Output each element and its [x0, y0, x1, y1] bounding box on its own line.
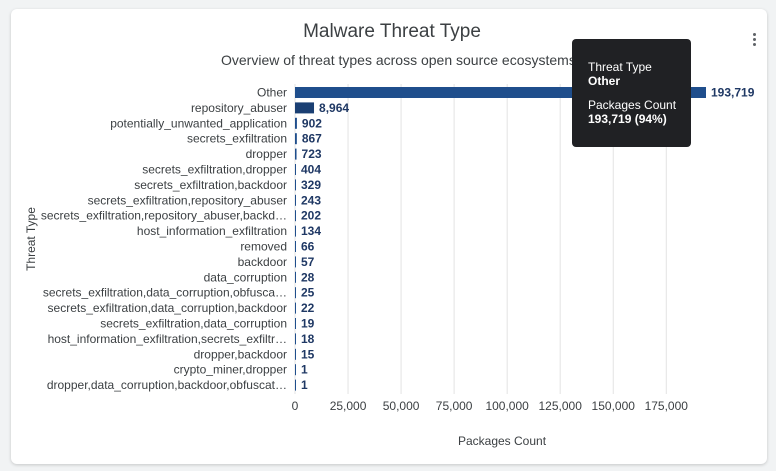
bar [295, 194, 296, 206]
bar [295, 241, 296, 252]
data-label: 202 [301, 209, 321, 223]
bar [295, 271, 296, 283]
y-tick-label: removed [240, 240, 287, 254]
x-tick-label: 125,000 [539, 399, 583, 413]
data-label: 867 [302, 132, 322, 146]
y-tick-label: secrets_exfiltration,repository_abuser,b… [41, 209, 287, 223]
bar [295, 117, 297, 129]
y-tick-label: host_information_exfiltration [137, 224, 287, 238]
y-tick-label: dropper,data_corruption,backdoor,obfusca… [47, 378, 287, 392]
bar [295, 287, 296, 299]
bar [295, 379, 296, 391]
more-vert-icon[interactable] [750, 31, 760, 49]
bar [295, 179, 296, 191]
data-label: 723 [302, 147, 322, 161]
y-tick-label: secrets_exfiltration,dropper [142, 163, 287, 177]
data-label: 15 [301, 347, 315, 361]
data-label: 329 [301, 178, 321, 192]
bar [295, 164, 296, 175]
tooltip-value-packages-count: 193,719 (94%) [588, 112, 667, 126]
data-label: 18 [301, 332, 315, 346]
data-label: 25 [301, 286, 315, 300]
bar [295, 87, 706, 98]
data-label: 134 [301, 224, 321, 238]
y-tick-label: host_information_exfiltration,secrets_ex… [48, 332, 287, 346]
y-tick-label: secrets_exfiltration,repository_abuser [88, 193, 287, 207]
y-tick-label: dropper,backdoor [194, 347, 287, 361]
y-tick-label: backdoor [238, 255, 287, 269]
y-axis-title: Threat Type [24, 207, 38, 271]
data-label: 1 [301, 363, 308, 377]
y-tick-label: secrets_exfiltration,data_corruption,bac… [48, 301, 287, 315]
data-label: 243 [301, 193, 321, 207]
data-label: 193,719 [711, 86, 755, 100]
y-tick-label: data_corruption [204, 270, 287, 284]
data-label: 66 [301, 240, 315, 254]
data-label: 22 [301, 301, 315, 315]
x-tick-label: 25,000 [330, 399, 367, 413]
bar [295, 225, 296, 237]
data-label: 28 [301, 270, 315, 284]
y-tick-label: crypto_miner,dropper [174, 363, 287, 377]
bar [295, 302, 296, 314]
x-tick-label: 0 [292, 399, 299, 413]
y-tick-label: secrets_exfiltration [187, 132, 287, 146]
x-tick-label: 175,000 [645, 399, 689, 413]
y-tick-label: secrets_exfiltration,data_corruption,obf… [43, 286, 287, 300]
bar [295, 210, 296, 222]
x-tick-label: 50,000 [383, 399, 420, 413]
x-tick-label: 75,000 [436, 399, 473, 413]
y-tick-label: potentially_unwanted_application [110, 116, 287, 130]
chart-subtitle: Overview of threat types across open sou… [221, 52, 580, 68]
data-label: 57 [301, 255, 315, 269]
chart-tooltip: Threat Type Other Packages Count 193,719… [572, 39, 691, 147]
bar [295, 256, 296, 268]
bar [295, 148, 297, 160]
bar [295, 318, 296, 329]
x-tick-label: 100,000 [485, 399, 529, 413]
y-tick-label: Other [257, 86, 287, 100]
bar [295, 364, 296, 376]
data-label: 1 [301, 378, 308, 392]
bar [295, 348, 296, 360]
tooltip-label-packages-count: Packages Count [588, 98, 677, 112]
data-label: 19 [301, 317, 315, 331]
tooltip-value-threat-type: Other [588, 74, 621, 88]
data-label: 8,964 [319, 101, 349, 115]
data-label: 902 [302, 116, 322, 130]
y-tick-label: repository_abuser [191, 101, 287, 115]
x-axis-title: Packages Count [458, 434, 547, 448]
y-tick-label: dropper [246, 147, 287, 161]
y-tick-label: secrets_exfiltration,backdoor [134, 178, 287, 192]
tooltip-label-threat-type: Threat Type [588, 60, 652, 74]
chart-title: Malware Threat Type [303, 21, 481, 42]
bar [295, 133, 297, 145]
data-label: 404 [301, 163, 321, 177]
y-tick-label: secrets_exfiltration,data_corruption [100, 317, 287, 331]
bar [295, 102, 315, 114]
x-tick-label: 150,000 [592, 399, 636, 413]
bar [295, 333, 296, 345]
